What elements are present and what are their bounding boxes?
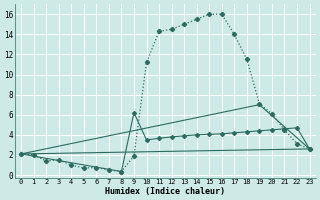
X-axis label: Humidex (Indice chaleur): Humidex (Indice chaleur) — [105, 187, 225, 196]
